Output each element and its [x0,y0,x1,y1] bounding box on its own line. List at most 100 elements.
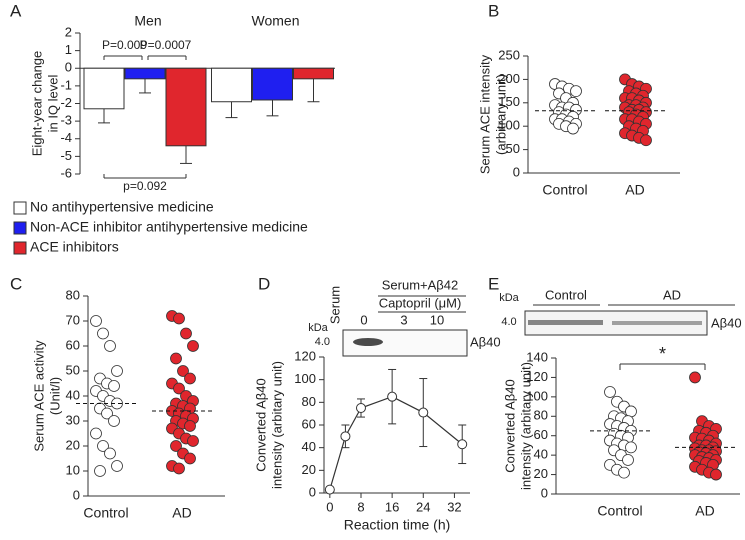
blot-label: 4.0 [501,316,516,328]
point [355,403,366,413]
y-axis-label: intensity (arbitary unit) [269,361,284,489]
y-tick-label: 40 [302,439,316,454]
legend-label: No antihypertensive medicine [30,199,214,215]
point [418,407,429,418]
blot-label: Aβ40 [470,334,501,349]
point [170,352,182,365]
y-tick-label: 80 [302,394,316,409]
blot-label: kDa [499,292,519,304]
blot-band [528,320,603,325]
point [104,447,116,460]
point [177,365,189,377]
point [622,454,634,466]
y-tick-label: -2 [60,95,72,110]
y-axis-label: Converted Aβ40 [253,378,268,471]
point [187,435,199,447]
y-tick-label: 1 [65,42,72,57]
y-tick-label: -5 [60,148,72,163]
line [329,396,463,490]
blot-label: Serum+Aβ42 [382,277,459,292]
point [90,315,102,327]
y-tick-label: 120 [294,348,316,363]
y-axis-label: intensity (arbitary unit) [518,362,533,490]
annotation: P=0.0007 [140,38,192,52]
blot-label: 10 [430,312,444,327]
y-tick-label: 250 [498,47,520,62]
point [173,382,185,395]
y-tick-label: 50 [66,362,80,377]
blot-label: AD [663,287,681,302]
y-tick-label: -1 [60,77,72,92]
bar [252,67,293,101]
point [180,327,192,340]
bar [83,67,125,110]
panel-letter: B [488,1,499,20]
point [625,441,637,454]
y-tick-label: 60 [534,427,548,442]
point [108,380,120,392]
y-axis-label: Serum ACE intensity [477,54,492,174]
point [170,440,182,452]
x-tick-label: AD [172,505,191,521]
point [97,327,109,340]
y-tick-label: 60 [66,337,80,352]
point [101,407,113,420]
point [104,340,116,352]
point [94,465,106,477]
x-tick-label: 32 [447,499,461,514]
point [184,372,196,385]
point [173,462,185,475]
x-tick-label: AD [625,182,644,198]
blot-label: 3 [400,312,407,327]
y-tick-label: -4 [60,130,72,145]
blot-band [612,321,702,325]
point [97,440,109,452]
panel-letter: C [10,274,22,293]
x-tick-label: 0 [326,499,333,514]
y-tick-label: 140 [526,349,548,364]
blot-d [342,295,468,357]
legend-swatch [13,241,27,255]
legend-label: ACE inhibitors [30,239,119,255]
point [187,340,199,352]
y-tick-label: 40 [534,447,548,462]
blot-label: 0 [360,312,367,327]
y-axis-label: (arbitrary unit) [493,74,508,155]
point [387,391,398,402]
y-tick-label: 0 [309,484,316,499]
legend-label: Non-ACE inhibitor antihypertensive medic… [30,219,308,235]
y-tick-label: -3 [60,113,72,128]
annotation: p=0.092 [123,179,167,193]
point [340,431,351,442]
category-label: Women [252,13,300,29]
y-tick-label: 100 [526,388,548,403]
y-tick-label: 2 [65,24,72,39]
y-axis-label: Converted Aβ40 [502,379,517,472]
y-tick-label: 50 [506,141,520,156]
panel-letter: D [258,274,270,293]
y-tick-label: 70 [66,312,80,327]
y-tick-label: 20 [302,462,316,477]
x-axis-label: Reaction time (h) [344,517,451,533]
point [111,365,123,377]
y-tick-label: 80 [534,408,548,423]
annotation: * [659,344,666,364]
x-tick-label: Control [597,503,642,519]
x-tick-label: AD [695,503,714,519]
y-tick-label: 100 [294,371,316,386]
point [173,312,185,325]
y-tick-label: 150 [498,94,520,109]
point [111,460,123,472]
y-tick-label: 120 [526,369,548,384]
point [604,386,616,398]
point [184,452,196,465]
blot-label: 4.0 [315,336,330,348]
x-tick-label: Control [542,182,587,198]
x-tick-label: Control [83,505,128,521]
y-tick-label: 40 [66,387,80,402]
blot-label: kDa [308,322,328,334]
y-tick-label: 0 [541,485,548,500]
point [184,420,196,432]
y-tick-label: 20 [534,466,548,481]
